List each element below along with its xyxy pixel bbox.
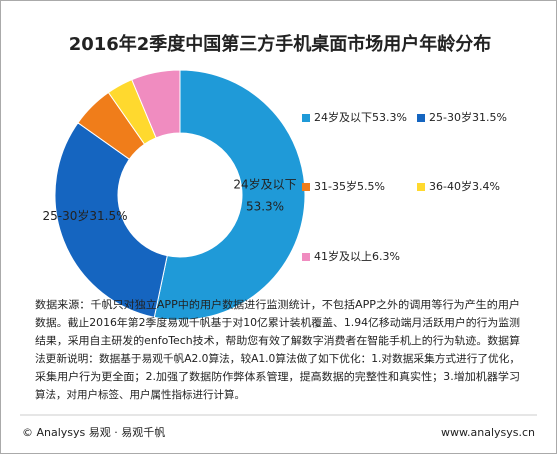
legend-category: 36-40岁 bbox=[429, 179, 472, 193]
footer-right: www.analysys.cn bbox=[441, 426, 535, 439]
legend-value: 31.5% bbox=[472, 111, 507, 124]
data-label: 24岁及以下 bbox=[233, 177, 296, 192]
data-label-category: 25-30岁 bbox=[43, 208, 90, 223]
data-label-value: 31.5% bbox=[89, 209, 127, 223]
note-line: 数据。截止2016年第2季度易观千帆基于对10亿累计装机覆盖、1.94亿移动端月… bbox=[35, 316, 520, 329]
legend-value: 3.4% bbox=[472, 180, 500, 193]
legend-swatch bbox=[417, 183, 425, 191]
legend-label: 25-30岁31.5% bbox=[429, 110, 507, 124]
note-line: 采集用户行为更全面；2.加强了数据防作弊体系管理，提高数据的完整性和真实性；3.… bbox=[35, 370, 520, 383]
legend-category: 25-30岁 bbox=[429, 110, 472, 124]
donut-slice bbox=[54, 122, 168, 318]
chart-title: 2016年2季度中国第三方手机桌面市场用户年龄分布 bbox=[69, 33, 492, 55]
donut-slice bbox=[153, 69, 306, 321]
note-line: 数据来源：千帆只对独立APP中的用户数据进行监测统计，不包括APP之外的调用等行… bbox=[35, 298, 520, 311]
footer-left: © Analysys 易观 · 易观千帆 bbox=[22, 425, 165, 439]
data-label: 25-30岁31.5% bbox=[43, 208, 128, 223]
legend-label: 31-35岁5.5% bbox=[314, 179, 385, 193]
legend-swatch bbox=[302, 114, 310, 122]
legend-value: 5.5% bbox=[357, 180, 385, 193]
note-line: 法更新说明：数据基于易观千帆A2.0算法，较A1.0算法做了如下优化：1.对数据… bbox=[35, 352, 520, 365]
note-line: 结果，采用自主研发的enfoTech技术，帮助您有效了解数字消费者在智能手机上的… bbox=[35, 334, 520, 347]
legend-value: 53.3% bbox=[372, 111, 407, 124]
legend-label: 36-40岁3.4% bbox=[429, 179, 500, 193]
legend-swatch bbox=[417, 114, 425, 122]
legend-label: 41岁及以上6.3% bbox=[314, 249, 400, 263]
legend-swatch bbox=[302, 183, 310, 191]
legend-category: 24岁及以下 bbox=[314, 110, 372, 124]
legend-label: 24岁及以下53.3% bbox=[314, 110, 407, 124]
donut-slice bbox=[131, 69, 181, 139]
legend-category: 31-35岁 bbox=[314, 179, 357, 193]
note-line: 算法，对用户标签、用户属性指标进行计算。 bbox=[35, 388, 245, 401]
legend-category: 41岁及以上 bbox=[314, 249, 372, 263]
data-label: 53.3% bbox=[246, 200, 284, 214]
legend-value: 6.3% bbox=[372, 250, 400, 263]
legend-swatch bbox=[302, 253, 310, 261]
